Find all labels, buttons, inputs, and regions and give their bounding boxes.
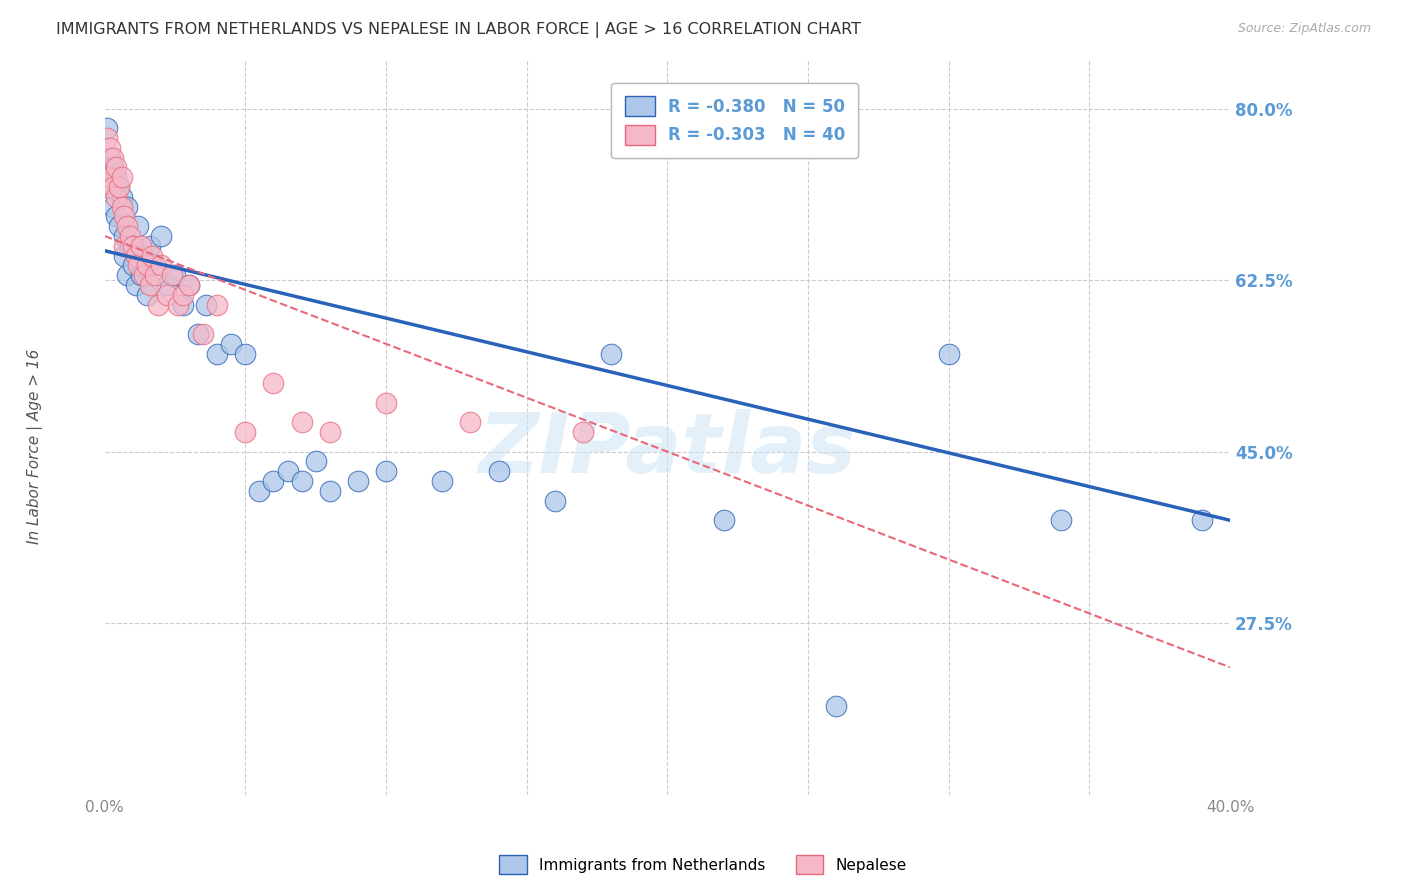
Point (938, 346, 960, 360)
Point (124, 278, 146, 293)
Point (135, 259, 157, 273)
Point (127, 219, 149, 234)
Point (98, 151, 121, 165)
Point (163, 268, 186, 283)
Point (107, 219, 129, 234)
Point (166, 298, 188, 312)
Point (115, 219, 138, 234)
Point (98, 170, 121, 185)
Point (101, 161, 124, 175)
Point (205, 298, 228, 312)
Point (347, 474, 370, 488)
Point (112, 210, 135, 224)
Point (488, 464, 510, 478)
Point (121, 259, 143, 273)
Point (121, 239, 143, 253)
Text: ZIPatlas: ZIPatlas (478, 409, 856, 490)
Point (138, 278, 160, 293)
Point (135, 288, 157, 302)
Point (96, 121, 118, 136)
Point (160, 268, 183, 283)
Point (205, 346, 228, 360)
Point (127, 259, 149, 273)
Point (432, 474, 454, 488)
Point (713, 513, 735, 527)
Point (460, 415, 482, 429)
Point (98, 141, 121, 155)
Point (101, 200, 124, 214)
Point (118, 229, 141, 244)
Point (1191, 513, 1213, 527)
Point (172, 298, 194, 312)
Point (233, 346, 256, 360)
Point (110, 170, 132, 185)
Point (96, 180, 118, 194)
Point (186, 326, 208, 341)
Text: IMMIGRANTS FROM NETHERLANDS VS NEPALESE IN LABOR FORCE | AGE > 16 CORRELATION CH: IMMIGRANTS FROM NETHERLANDS VS NEPALESE … (56, 22, 862, 38)
Point (101, 151, 124, 165)
Text: In Labor Force | Age > 16: In Labor Force | Age > 16 (27, 348, 44, 544)
Point (143, 259, 166, 273)
Point (600, 346, 623, 360)
Point (129, 239, 152, 253)
Point (104, 210, 127, 224)
Point (104, 190, 127, 204)
Point (155, 278, 177, 293)
Text: Source: ZipAtlas.com: Source: ZipAtlas.com (1237, 22, 1371, 36)
Point (291, 474, 314, 488)
Point (305, 454, 328, 468)
Point (146, 298, 169, 312)
Point (110, 200, 132, 214)
Point (319, 425, 342, 439)
Point (263, 376, 285, 390)
Point (155, 288, 177, 302)
Point (219, 336, 242, 351)
Point (107, 180, 129, 194)
Legend: R = -0.380   N = 50, R = -0.303   N = 40: R = -0.380 N = 50, R = -0.303 N = 40 (612, 83, 859, 158)
Point (263, 474, 285, 488)
Point (129, 268, 152, 283)
Point (107, 180, 129, 194)
Point (112, 229, 135, 244)
Point (104, 161, 127, 175)
Point (177, 278, 200, 293)
Point (375, 464, 398, 478)
Point (149, 259, 172, 273)
Point (104, 170, 127, 185)
Point (112, 249, 135, 263)
Point (1050, 513, 1073, 527)
Legend: Immigrants from Netherlands, Nepalese: Immigrants from Netherlands, Nepalese (494, 849, 912, 880)
Point (132, 249, 155, 263)
Point (572, 425, 595, 439)
Point (132, 268, 155, 283)
Point (233, 425, 256, 439)
Point (172, 288, 194, 302)
Point (825, 699, 848, 714)
Point (319, 483, 342, 498)
Point (177, 278, 200, 293)
Point (277, 464, 299, 478)
Point (138, 239, 160, 253)
Point (115, 268, 138, 283)
Point (96, 170, 118, 185)
Point (194, 298, 217, 312)
Point (143, 268, 166, 283)
Point (544, 493, 567, 508)
Point (118, 239, 141, 253)
Point (247, 483, 270, 498)
Point (375, 395, 398, 409)
Point (149, 229, 172, 244)
Point (115, 200, 138, 214)
Point (291, 415, 314, 429)
Point (112, 239, 135, 253)
Point (110, 190, 132, 204)
Point (141, 249, 163, 263)
Point (96, 131, 118, 145)
Point (101, 180, 124, 194)
Point (191, 326, 214, 341)
Point (124, 249, 146, 263)
